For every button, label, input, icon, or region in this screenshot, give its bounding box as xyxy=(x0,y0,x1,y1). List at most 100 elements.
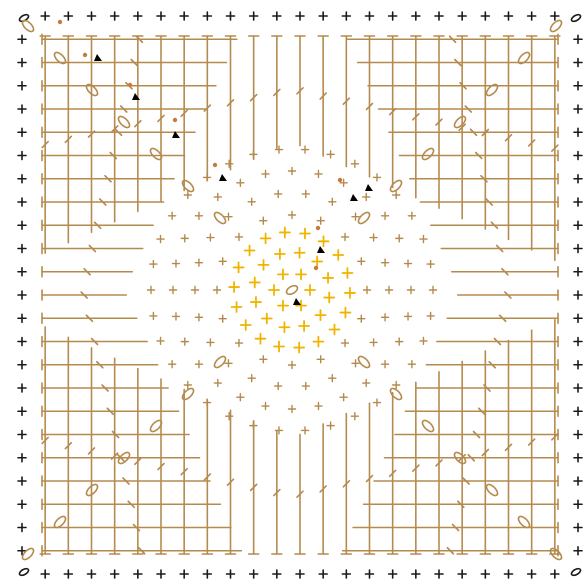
middle-round-stitch xyxy=(357,314,366,323)
border-stitch-top xyxy=(63,11,74,21)
field-dc-top xyxy=(456,35,468,220)
border-stitch-bottom xyxy=(225,569,236,579)
corner-chain-loop xyxy=(453,451,467,465)
center-round-stitch xyxy=(328,323,341,336)
corner-chain-loop xyxy=(149,147,163,161)
border-stitch-right xyxy=(573,359,583,370)
field-dc-bottom xyxy=(271,430,283,555)
border-stitch-bottom xyxy=(526,569,537,579)
middle-round-stitch xyxy=(261,401,270,411)
middle-round-stitch xyxy=(274,426,284,435)
middle-round-stitch xyxy=(362,285,372,295)
corner-chain-loop xyxy=(485,83,499,97)
middle-round-stitch xyxy=(206,338,215,347)
field-dc-left xyxy=(41,219,154,232)
field-dc-right xyxy=(450,265,559,278)
field-dc-right xyxy=(362,498,559,511)
border-stitch-top xyxy=(550,11,560,21)
border-stitch-top xyxy=(341,11,352,21)
border-stitch-top xyxy=(179,11,189,21)
border-stitch-left xyxy=(17,197,27,207)
center-round-stitch xyxy=(293,341,306,354)
border-stitch-left xyxy=(17,104,27,114)
field-dc-top xyxy=(294,35,306,147)
corner-chain-loop xyxy=(517,515,531,529)
middle-round-stitch xyxy=(328,374,337,383)
border-stitch-right xyxy=(573,313,583,324)
border-stitch-left xyxy=(17,545,27,556)
border-stitch-bottom xyxy=(272,569,282,579)
field-dc-top xyxy=(525,35,538,251)
border-stitch-bottom xyxy=(434,569,444,579)
center-round-stitch xyxy=(298,320,310,332)
corner-chain-loop xyxy=(117,115,131,129)
border-stitch-right xyxy=(573,452,583,463)
corner-chain-loop xyxy=(85,483,99,497)
middle-round-stitch xyxy=(301,381,311,391)
field-dc-right xyxy=(346,33,559,46)
middle-round-stitch xyxy=(419,336,428,346)
middle-round-stitch xyxy=(168,285,178,295)
middle-round-stitch xyxy=(369,233,378,242)
corner-chain-loop xyxy=(149,419,163,433)
middle-round-stitch xyxy=(202,173,212,182)
middle-round-stitch xyxy=(149,311,158,321)
field-dc-right xyxy=(352,521,559,534)
field-dc-left xyxy=(41,405,180,418)
field-dc-top xyxy=(155,35,167,202)
middle-round-stitch xyxy=(218,257,227,266)
middle-round-stitch xyxy=(372,398,382,407)
corner-chain-stitch xyxy=(570,13,582,23)
field-dc-left xyxy=(41,33,238,46)
field-dc-bottom xyxy=(62,336,75,555)
round-start-marker-icon xyxy=(350,194,358,201)
field-dc-left xyxy=(41,242,144,255)
field-dc-bottom xyxy=(363,402,376,555)
corner-chain-loop xyxy=(421,419,435,433)
middle-round-stitch xyxy=(300,145,310,154)
field-dc-top xyxy=(340,35,353,168)
border-stitch-bottom xyxy=(411,569,421,579)
middle-round-stitch xyxy=(171,312,181,321)
field-dc-top xyxy=(271,35,283,150)
border-stitch-top xyxy=(40,11,50,21)
corner-chain-loop xyxy=(53,515,67,529)
middle-round-stitch xyxy=(339,393,348,402)
corner-chain-loop xyxy=(485,483,499,497)
center-round-stitch xyxy=(314,309,327,322)
middle-round-stitch xyxy=(249,421,258,430)
field-dc-bottom xyxy=(502,339,515,555)
border-stitch-right xyxy=(573,57,583,68)
field-dc-bottom xyxy=(247,419,260,555)
border-stitch-right xyxy=(573,104,583,114)
field-dc-left xyxy=(41,149,186,162)
middle-round-stitch xyxy=(259,216,268,225)
field-dc-left xyxy=(41,56,228,69)
field-dc-right xyxy=(377,103,559,115)
center-round-stitch xyxy=(273,340,285,353)
field-dc-right xyxy=(430,219,559,232)
field-dc-bottom xyxy=(525,329,538,555)
middle-round-stitch xyxy=(224,212,233,221)
center-round-stitch xyxy=(332,249,345,261)
center-round-stitch xyxy=(311,255,324,268)
corner-chain-loop xyxy=(85,83,99,97)
middle-round-stitch xyxy=(301,189,311,199)
middle-round-stitch xyxy=(350,412,360,421)
border-stitch-top xyxy=(295,11,305,21)
border-stitch-right xyxy=(573,127,583,138)
middle-round-stitch xyxy=(326,150,335,159)
slip-stitch-dot xyxy=(172,117,178,123)
border-stitch-top xyxy=(480,11,491,21)
field-dc-right xyxy=(409,172,559,185)
border-stitch-left xyxy=(17,476,27,486)
middle-round-stitch xyxy=(361,192,371,202)
field-dc-bottom xyxy=(479,350,492,555)
middle-round-stitch xyxy=(406,285,416,295)
middle-round-stitch xyxy=(351,212,360,221)
field-dc-right xyxy=(394,428,559,441)
field-dc-bottom xyxy=(386,391,399,555)
field-dc-left xyxy=(41,451,201,464)
corner-chain-loop xyxy=(181,387,195,401)
